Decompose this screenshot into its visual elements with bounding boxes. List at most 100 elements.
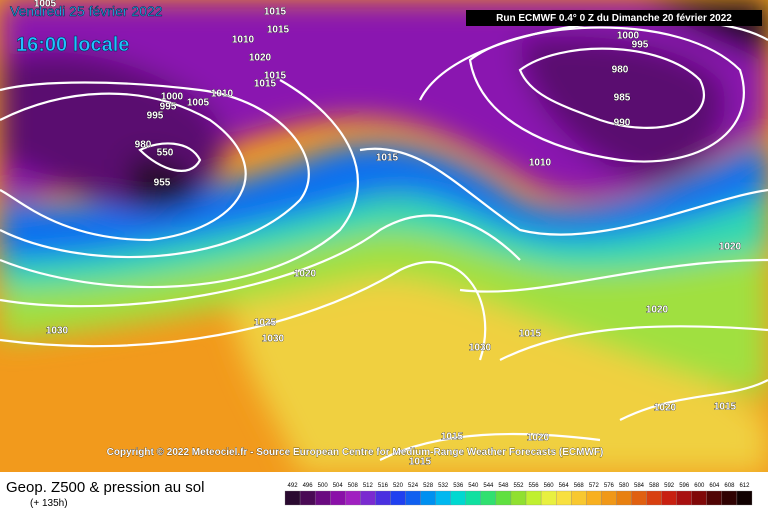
colorbar-label: 500 — [318, 483, 329, 489]
colorbar-label: 512 — [363, 483, 374, 489]
colorbar-swatch — [631, 490, 647, 506]
colorbar-label: 492 — [288, 483, 299, 489]
colorbar-swatch — [435, 490, 451, 506]
colorbar-label: 548 — [498, 483, 509, 489]
isobar-label: 985 — [614, 93, 631, 104]
colorbar-label: 504 — [333, 483, 344, 489]
isobar-label: 955 — [154, 178, 171, 189]
isobar-label: 1010 — [529, 158, 552, 169]
colorbar-swatch — [465, 490, 481, 506]
colorbar-swatch — [661, 490, 677, 506]
colorbar-label: 604 — [709, 483, 720, 489]
colorbar-label: 528 — [423, 483, 434, 489]
colorbar-swatch — [345, 490, 361, 506]
colorbar-swatch — [571, 490, 587, 506]
isobar-label: 1030 — [469, 343, 492, 354]
colorbar-label: 600 — [694, 483, 705, 489]
colorbar-label: 536 — [453, 483, 464, 489]
colorbar-swatch — [525, 490, 542, 506]
isobar-label: 980 — [612, 65, 629, 76]
isobar-label: 1015 — [714, 402, 737, 413]
isobar-label: 995 — [632, 40, 649, 51]
isobars — [0, 18, 768, 461]
isobar-label: 1020 — [527, 433, 550, 444]
colorbar-label: 572 — [589, 483, 600, 489]
isobar-label: 995 — [147, 111, 164, 122]
colorbar-label: 588 — [649, 483, 660, 489]
colorbar-label: 524 — [408, 483, 419, 489]
colorbar-swatch — [375, 490, 391, 506]
colorbar-swatch — [736, 490, 753, 506]
colorbar-label: 580 — [619, 483, 630, 489]
isobar-label: 980 — [135, 140, 152, 151]
colorbar-swatch — [450, 490, 466, 506]
colorbar-swatch — [556, 490, 572, 506]
colorbar-swatch — [420, 490, 436, 506]
run-box — [466, 10, 762, 26]
colorbar-swatch — [586, 490, 602, 506]
isobar-label: 1030 — [46, 326, 69, 337]
isobar-label: 1015 — [519, 329, 542, 340]
colorbar-swatch — [495, 490, 512, 506]
colorbar-label: 560 — [544, 483, 555, 489]
isobar-label: 1005 — [34, 0, 57, 10]
isobar-label: 1010 — [211, 89, 234, 100]
colorbar-label: 544 — [483, 483, 494, 489]
isobar-label: 990 — [614, 118, 631, 129]
isobar-label: 1015 — [267, 25, 290, 36]
colorbar-swatch — [390, 490, 406, 506]
copyright: Copyright © 2022 Meteociel.fr - Source E… — [107, 447, 604, 458]
colorbar-swatch — [314, 490, 331, 506]
isobar-label: 1020 — [249, 53, 272, 64]
isobar-label: 1015 — [376, 153, 399, 164]
colorbar-swatch — [299, 490, 316, 506]
colorbar-label: 596 — [679, 483, 690, 489]
isobar-label: 1025 — [254, 318, 277, 329]
colorbar-label: 568 — [574, 483, 585, 489]
colorbar-swatch — [330, 490, 346, 506]
colorbar-label: 540 — [468, 483, 479, 489]
colorbar-label: 516 — [378, 483, 389, 489]
footer-subtitle: (+ 135h) — [30, 498, 68, 509]
footer-title: Geop. Z500 & pression au sol — [6, 479, 204, 496]
colorbar-swatch — [646, 490, 662, 506]
colorbar-swatch — [691, 490, 707, 506]
isobar-label: 1020 — [654, 403, 677, 414]
isobar-label: 1010 — [232, 35, 255, 46]
geopotential-field — [0, 0, 768, 472]
isobar-label: 1015 — [264, 7, 287, 18]
isobar-label: 1015 — [254, 79, 277, 90]
isobar-label: 1005 — [187, 98, 210, 109]
colorbar-swatch — [616, 490, 632, 506]
colorbar-label: 508 — [348, 483, 359, 489]
colorbar-label: 564 — [559, 483, 570, 489]
isobar-label: 1000 — [161, 92, 184, 103]
colorbar-swatch — [405, 490, 421, 506]
colorbar-swatch — [510, 490, 527, 506]
colorbar-swatch — [284, 490, 301, 506]
colorbar-swatch — [706, 490, 723, 506]
isobar-label: 995 — [160, 102, 177, 113]
isobar-label: 1020 — [719, 242, 742, 253]
isobar-label: 1020 — [294, 269, 317, 280]
colorbar-label: 532 — [438, 483, 449, 489]
colorbar-swatch — [480, 490, 497, 506]
run-info: Run ECMWF 0.4° 0 Z du Dimanche 20 févrie… — [496, 13, 732, 24]
colorbar-label: 496 — [303, 483, 314, 489]
colorbar-label: 576 — [604, 483, 615, 489]
colorbar-label: 556 — [529, 483, 540, 489]
colorbar-swatch — [721, 490, 738, 506]
colorbar-label: 520 — [393, 483, 404, 489]
isobar-label: 1020 — [646, 305, 669, 316]
isobar-label: 1015 — [441, 432, 464, 443]
colorbar-swatch — [360, 490, 376, 506]
colorbar-label: 584 — [634, 483, 645, 489]
isobar-label: 550 — [157, 148, 174, 159]
colorbar-label: 608 — [724, 483, 735, 489]
colorbar-label: 552 — [513, 483, 524, 489]
isobar-label: 1015 — [409, 457, 432, 468]
colorbar-label: 592 — [664, 483, 675, 489]
isobar-label: 1030 — [262, 334, 285, 345]
colorbar-swatch — [601, 490, 617, 506]
